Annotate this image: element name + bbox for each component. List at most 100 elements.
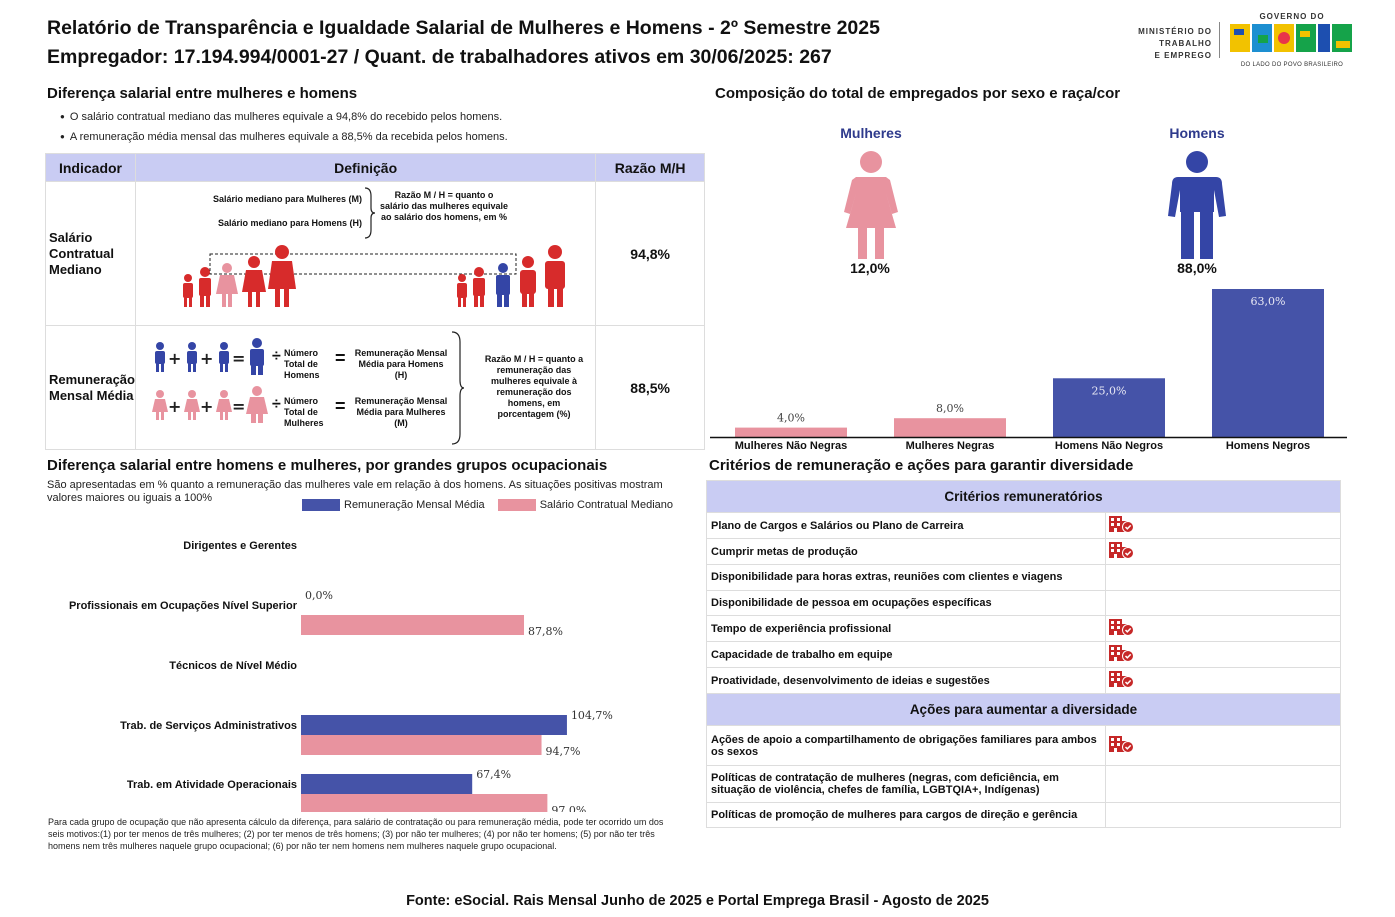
comp-bar: [1212, 289, 1324, 437]
women-pct: 12,0%: [850, 260, 890, 276]
salary-gap-bullet-1: O salário contratual mediano das mulhere…: [60, 111, 502, 123]
criteria-row: Políticas de promoção de mulheres para c…: [705, 802, 1341, 829]
occ-category-label: Dirigentes e Gerentes: [183, 540, 297, 552]
comp-category-label: Homens Negros: [1226, 440, 1310, 452]
woman-icon: [844, 151, 898, 259]
legend-swatch-sal: [497, 499, 536, 512]
comp-bar-value: 25,0%: [1092, 384, 1127, 397]
table-row: Remuneração Mensal Média + + = + + =: [45, 325, 705, 450]
occ-category-label: Técnicos de Nível Médio: [169, 660, 297, 672]
occ-category-label: Trab. em Atividade Operacionais: [127, 779, 297, 791]
criteria-row: Políticas de contratação de mulheres (ne…: [705, 765, 1341, 804]
comp-category-label: Mulheres Negras: [906, 440, 995, 452]
occ-bar: [301, 794, 548, 812]
criteria-row: Ações de apoio a compartilhamento de obr…: [705, 725, 1341, 767]
criteria-label: Cumprir metas de produção: [705, 538, 1107, 565]
occ-bar: [301, 715, 567, 735]
occ-bar-value: 97,0%: [551, 804, 586, 812]
criteria-label: Disponibilidade de pessoa em ocupações e…: [705, 589, 1107, 617]
divide-icon: ÷: [271, 396, 281, 413]
criteria-check-cell: [1105, 667, 1341, 695]
logo-divider: [1219, 22, 1220, 58]
indicator-name: Remuneração Mensal Média: [45, 325, 136, 450]
comp-bar-value: 8,0%: [936, 402, 964, 415]
composition-bar-chart: 4,0% Mulheres Não Negras 8,0% Mulheres Negr…: [710, 289, 1347, 452]
building-check-icon: [1108, 735, 1135, 754]
occ-category-label: Trab. de Serviços Administrativos: [120, 720, 297, 732]
def-ratio: Razão M / H = quanto o salário das mulhe…: [379, 190, 509, 222]
criteria-check-cell: [1105, 765, 1341, 804]
criteria-check-cell: [1105, 538, 1341, 565]
criteria-check-cell: [1105, 589, 1341, 617]
legend: Remuneração Mensal Média Salário Contrat…: [302, 499, 674, 512]
equals-icon: =: [334, 396, 346, 416]
definition-cell: Salário mediano para Mulheres (M) Salári…: [134, 181, 597, 326]
brace-icon: [451, 331, 465, 445]
definition-cell: + + = + + = ÷ Número Total de Homens = Remun…: [134, 325, 597, 450]
legend-swatch-rem: [302, 499, 340, 512]
actions-header: Ações para aumentar a diversidade: [706, 693, 1341, 727]
actions-header-row: Ações para aumentar a diversidade: [706, 693, 1341, 727]
criteria-row: Cumprir metas de produção: [705, 538, 1341, 565]
gov-brasil-logo: GOVERNO DO DO LADO DO POVO BRASILEIRO: [1228, 12, 1356, 68]
title-line-1: Relatório de Transparência e Igualdade S…: [47, 17, 880, 39]
svg-text:+: +: [168, 397, 181, 416]
criteria-table: Critérios remuneratórios Plano de Cargos…: [705, 480, 1341, 829]
ratio-value: 88,5%: [595, 325, 705, 450]
col-indicator: Indicador: [45, 153, 136, 182]
indicator-name: Salário Contratual Mediano: [45, 181, 136, 326]
svg-text:+: +: [200, 349, 213, 368]
def-ratio: Razão M / H = quanto a remuneração das m…: [484, 354, 584, 419]
building-check-icon: [1108, 541, 1135, 559]
comp-bar: [1053, 378, 1165, 437]
criteria-check-cell: [1105, 615, 1341, 643]
criteria-row: Disponibilidade para horas extras, reuni…: [705, 564, 1341, 591]
salary-gap-bullet-2: A remuneração média mensal das mulheres …: [60, 131, 508, 143]
building-check-icon: [1108, 515, 1135, 533]
composition-title: Composição do total de empregados por se…: [715, 85, 1121, 102]
svg-text:=: =: [232, 349, 245, 368]
criteria-check-cell: [1105, 641, 1341, 669]
people-sum-illustration: + + = + + =: [151, 338, 268, 423]
criteria-header-row: Critérios remuneratórios: [706, 480, 1341, 513]
source-note: Fonte: eSocial. Rais Mensal Junho de 202…: [406, 893, 989, 909]
occ-bar-value: 104,7%: [571, 709, 613, 722]
building-check-icon: [1108, 618, 1135, 637]
people-illustration: [182, 245, 565, 307]
report-title: Relatório de Transparência e Igualdade S…: [47, 14, 880, 72]
total-men: Número Total de Homens: [283, 348, 320, 380]
ratio-value: 94,8%: [595, 181, 705, 326]
criteria-label: Proatividade, desenvolvimento de ideias …: [705, 667, 1107, 695]
occ-bar-value: 87,8%: [528, 625, 563, 638]
legend-rem-label: Remuneração Mensal Média: [344, 499, 485, 511]
criteria-row: Tempo de experiência profissional: [705, 615, 1341, 643]
criteria-check-cell: [1105, 725, 1341, 767]
occ-bar-value: 94,7%: [546, 745, 581, 758]
occupational-subtitle: São apresentadas em % quanto a remuneraç…: [47, 479, 663, 504]
criteria-label: Tempo de experiência profissional: [705, 615, 1107, 643]
occ-bar-value: 0,0%: [305, 589, 333, 602]
men-label: Homens: [1169, 125, 1225, 141]
comp-bar: [735, 427, 847, 437]
criteria-check-cell: [1105, 802, 1341, 829]
brace-icon: [364, 187, 376, 239]
building-check-icon: [1108, 670, 1135, 689]
criteria-title: Critérios de remuneração e ações para ga…: [709, 457, 1134, 474]
criteria-label: Ações de apoio a compartilhamento de obr…: [705, 725, 1107, 767]
man-icon: [1168, 151, 1226, 259]
svg-text:+: +: [168, 349, 181, 368]
indicator-table-header: Indicador Definição Razão M/H: [45, 153, 705, 182]
criteria-row: Disponibilidade de pessoa em ocupações e…: [705, 589, 1341, 617]
criteria-label: Plano de Cargos e Salários ou Plano de C…: [705, 512, 1107, 539]
comp-category-label: Homens Não Negros: [1055, 440, 1163, 452]
rem-women: Remuneração Mensal Média para Mulheres (…: [354, 396, 448, 428]
occ-bar: [301, 735, 542, 755]
occ-bar-value: 67,4%: [476, 768, 511, 781]
occupational-title: Diferença salarial entre homens e mulher…: [47, 457, 608, 474]
indicator-table: Indicador Definição Razão M/H Salário Co…: [45, 153, 705, 450]
col-definition: Definição: [134, 153, 597, 182]
table-row: Salário Contratual Mediano Salário media…: [45, 181, 705, 326]
occ-bar: [301, 615, 525, 635]
legend-sal-label: Salário Contratual Mediano: [539, 499, 674, 511]
total-women: Número Total de Mulheres: [283, 396, 324, 428]
